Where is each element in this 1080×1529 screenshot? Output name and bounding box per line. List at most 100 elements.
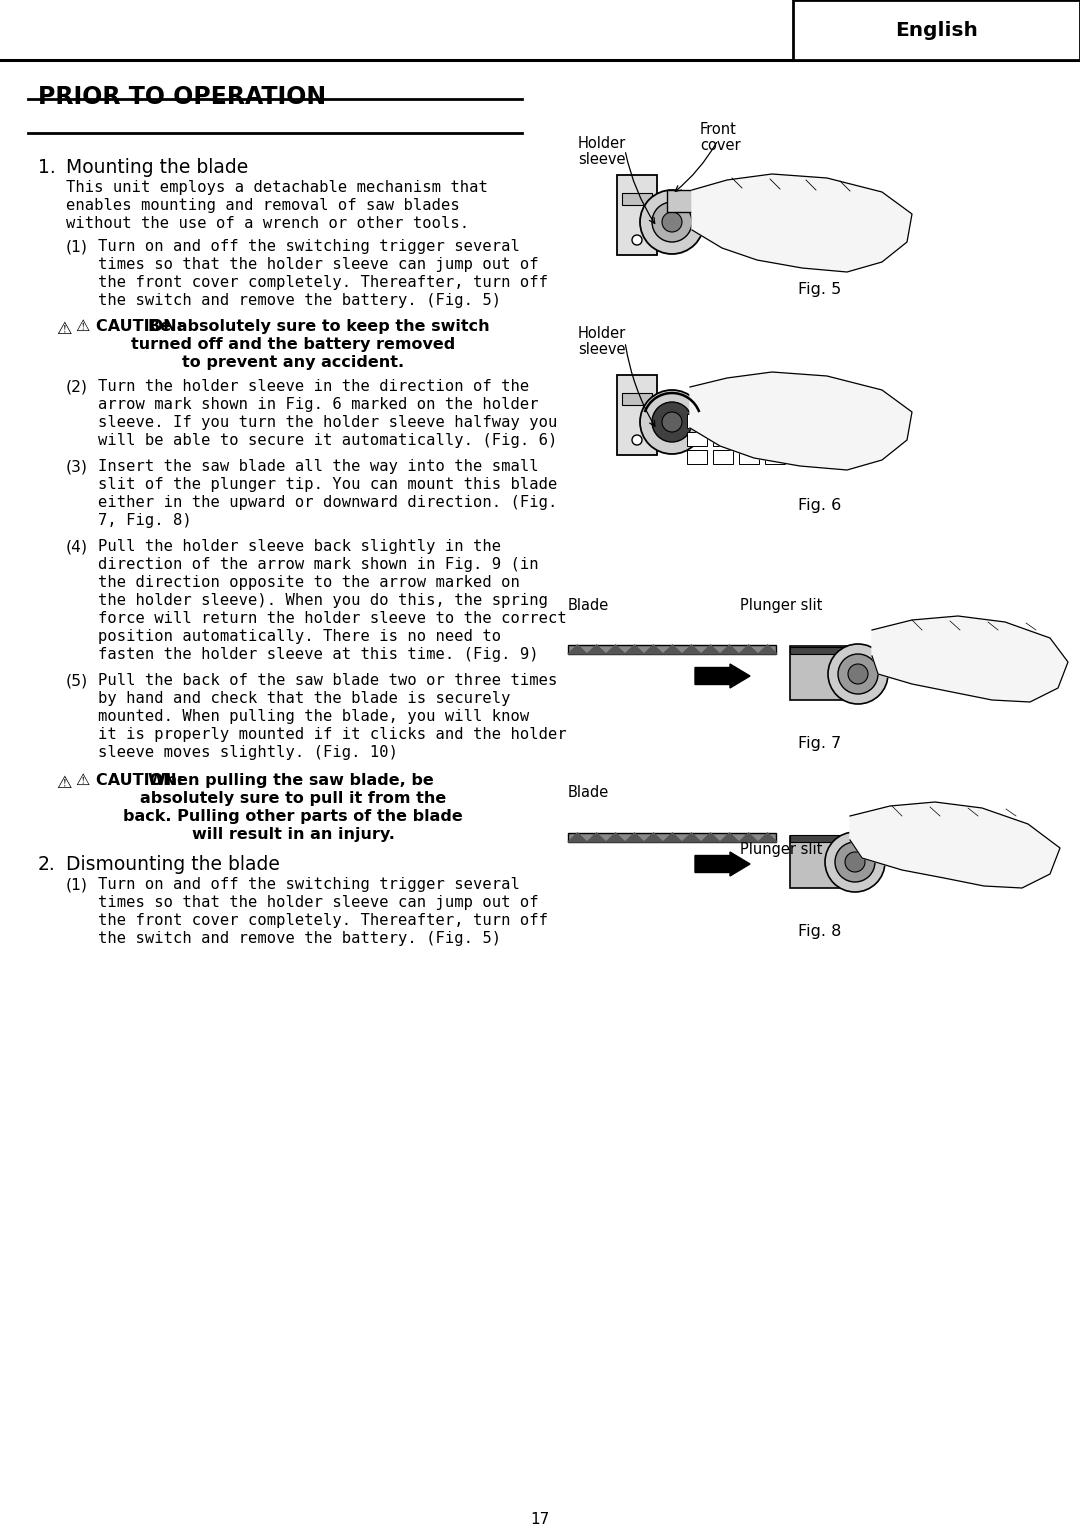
Bar (739, 414, 759, 428)
Bar (791, 414, 811, 428)
Polygon shape (692, 174, 912, 272)
Text: slit of the plunger tip. You can mount this blade: slit of the plunger tip. You can mount t… (98, 477, 557, 492)
Bar (568, 645, 777, 654)
Text: the front cover completely. Thereafter, turn off: the front cover completely. Thereafter, … (98, 275, 548, 291)
Bar (765, 433, 785, 446)
Circle shape (652, 202, 692, 242)
Text: it is properly mounted if it clicks and the holder: it is properly mounted if it clicks and … (98, 726, 567, 742)
Bar (789, 647, 848, 654)
Circle shape (652, 402, 692, 442)
Polygon shape (850, 803, 1059, 888)
Text: mounted. When pulling the blade, you will know: mounted. When pulling the blade, you wil… (98, 709, 529, 725)
Circle shape (828, 644, 888, 703)
Circle shape (848, 664, 868, 683)
Text: 2.: 2. (38, 855, 56, 875)
Polygon shape (739, 645, 758, 654)
Text: Holder: Holder (578, 326, 626, 341)
Bar (843, 433, 863, 446)
Bar (791, 450, 811, 463)
Text: English: English (895, 20, 977, 40)
Bar (816, 414, 837, 428)
Circle shape (640, 190, 704, 254)
Text: Holder: Holder (578, 136, 626, 151)
Text: Be absolutely sure to keep the switch: Be absolutely sure to keep the switch (148, 320, 489, 333)
Polygon shape (588, 645, 606, 654)
Polygon shape (758, 645, 777, 654)
Text: Mounting the blade: Mounting the blade (66, 157, 248, 177)
Text: fasten the holder sleeve at this time. (Fig. 9): fasten the holder sleeve at this time. (… (98, 647, 539, 662)
Text: the holder sleeve). When you do this, the spring: the holder sleeve). When you do this, th… (98, 593, 548, 609)
Circle shape (825, 832, 885, 891)
Text: (3): (3) (66, 459, 87, 474)
Text: times so that the holder sleeve can jump out of: times so that the holder sleeve can jump… (98, 894, 539, 910)
Bar (568, 833, 777, 842)
Bar (765, 414, 785, 428)
Bar (816, 450, 837, 463)
Text: arrow mark shown in Fig. 6 marked on the holder: arrow mark shown in Fig. 6 marked on the… (98, 398, 539, 411)
Polygon shape (663, 645, 681, 654)
Bar (617, 375, 657, 456)
Circle shape (632, 235, 642, 245)
Text: ⚠ CAUTION:: ⚠ CAUTION: (76, 320, 183, 333)
Text: sleeve. If you turn the holder sleeve halfway you: sleeve. If you turn the holder sleeve ha… (98, 414, 557, 430)
Polygon shape (720, 833, 739, 842)
Text: to prevent any accident.: to prevent any accident. (181, 355, 404, 370)
Bar (713, 414, 733, 428)
Polygon shape (872, 616, 1068, 702)
Polygon shape (625, 645, 644, 654)
Polygon shape (663, 833, 681, 842)
Bar (713, 433, 733, 446)
Bar (816, 433, 837, 446)
Polygon shape (758, 833, 777, 842)
Text: Blade: Blade (568, 784, 609, 800)
Text: sleeve: sleeve (578, 342, 625, 356)
Text: Plunger slit: Plunger slit (740, 598, 822, 613)
Polygon shape (625, 833, 644, 842)
Polygon shape (644, 645, 663, 654)
Text: Pull the holder sleeve back slightly in the: Pull the holder sleeve back slightly in … (98, 540, 501, 553)
Text: When pulling the saw blade, be: When pulling the saw blade, be (148, 774, 434, 787)
Bar (622, 393, 652, 405)
Bar (789, 836, 845, 888)
Text: without the use of a wrench or other tools.: without the use of a wrench or other too… (66, 216, 469, 231)
Circle shape (838, 654, 878, 694)
Polygon shape (720, 645, 739, 654)
Polygon shape (739, 833, 758, 842)
Bar (667, 190, 723, 213)
Text: Pull the back of the saw blade two or three times: Pull the back of the saw blade two or th… (98, 673, 557, 688)
Text: 7, Fig. 8): 7, Fig. 8) (98, 514, 192, 528)
Text: the direction opposite to the arrow marked on: the direction opposite to the arrow mark… (98, 575, 519, 590)
Text: ⚠ CAUTION:: ⚠ CAUTION: (76, 774, 183, 787)
Text: Dismounting the blade: Dismounting the blade (66, 855, 280, 875)
Text: turned off and the battery removed: turned off and the battery removed (131, 336, 455, 352)
Text: ⚠: ⚠ (56, 320, 71, 338)
Text: PRIOR TO OPERATION: PRIOR TO OPERATION (38, 86, 326, 109)
Text: (2): (2) (66, 379, 87, 394)
Circle shape (640, 390, 704, 454)
Bar (617, 174, 657, 255)
Text: ⚠: ⚠ (56, 774, 71, 792)
Text: This unit employs a detachable mechanism that: This unit employs a detachable mechanism… (66, 180, 488, 196)
Circle shape (662, 411, 681, 433)
Text: the switch and remove the battery. (Fig. 5): the switch and remove the battery. (Fig.… (98, 931, 501, 946)
Text: Fig. 7: Fig. 7 (798, 735, 841, 751)
Bar (765, 450, 785, 463)
Text: times so that the holder sleeve can jump out of: times so that the holder sleeve can jump… (98, 257, 539, 272)
Polygon shape (681, 833, 701, 842)
Text: will be able to secure it automatically. (Fig. 6): will be able to secure it automatically.… (98, 433, 557, 448)
FancyArrow shape (696, 852, 750, 876)
Polygon shape (690, 372, 912, 469)
Bar (789, 645, 848, 700)
Polygon shape (606, 645, 625, 654)
Polygon shape (568, 645, 588, 654)
Text: sleeve moves slightly. (Fig. 10): sleeve moves slightly. (Fig. 10) (98, 745, 399, 760)
Text: the front cover completely. Thereafter, turn off: the front cover completely. Thereafter, … (98, 913, 548, 928)
Text: Fig. 8: Fig. 8 (798, 924, 841, 939)
Bar (739, 450, 759, 463)
Bar (843, 414, 863, 428)
Polygon shape (588, 833, 606, 842)
Bar (622, 193, 652, 205)
Bar (739, 433, 759, 446)
Text: Plunger slit: Plunger slit (740, 842, 822, 856)
Text: by hand and check that the blade is securely: by hand and check that the blade is secu… (98, 691, 511, 706)
